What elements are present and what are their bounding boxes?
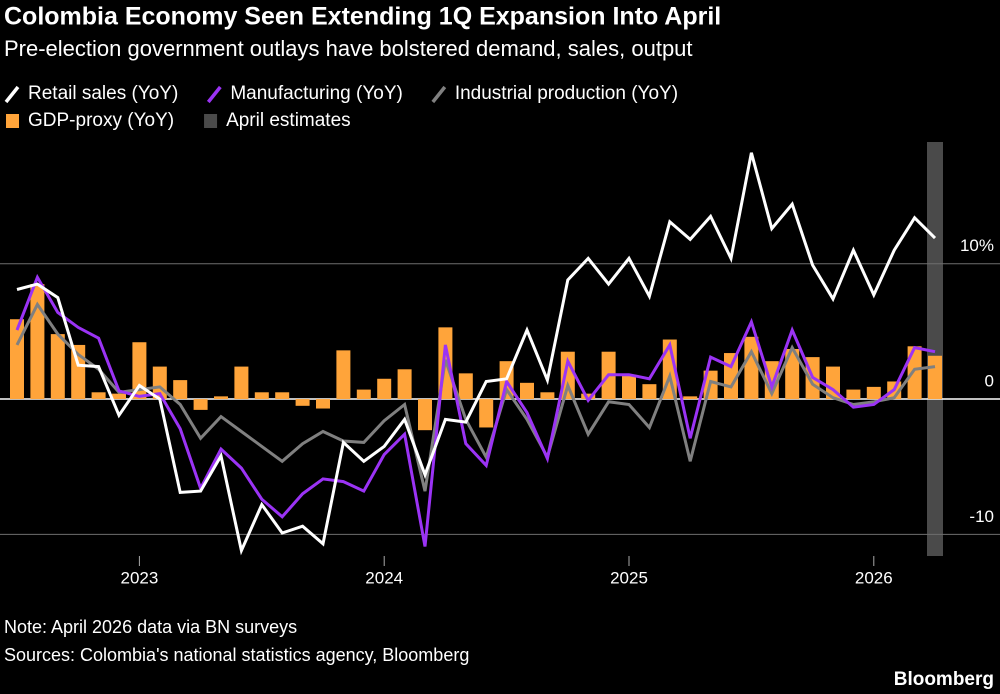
source: Sources: Colombia's national statistics …: [4, 645, 469, 665]
bar: [336, 350, 351, 400]
bar: [683, 396, 698, 400]
bar: [356, 389, 371, 400]
bar: [785, 349, 800, 400]
y-tick-label: 10%: [960, 236, 994, 255]
legend-label: Retail sales (YoY): [28, 83, 178, 104]
bar: [560, 351, 575, 400]
bar: [295, 399, 310, 406]
x-tick-label: 2024: [365, 568, 403, 587]
bar: [10, 319, 24, 400]
bar: [91, 392, 106, 400]
bar: [581, 393, 596, 400]
line: [15, 301, 936, 492]
brand: Bloomberg: [894, 669, 994, 690]
chart-title: Colombia Economy Seen Extending 1Q Expan…: [4, 3, 721, 31]
bar: [928, 355, 942, 400]
bar: [907, 346, 922, 400]
bar: [458, 373, 473, 400]
bar: [173, 380, 188, 400]
bar: [50, 334, 65, 400]
legend-label: Industrial production (YoY): [455, 83, 678, 104]
bar: [132, 342, 147, 400]
bar: [234, 366, 249, 400]
line: [16, 152, 937, 556]
legend-swatch: [206, 85, 222, 104]
estimate-band: [927, 142, 943, 556]
bar: [397, 369, 412, 400]
bar: [622, 374, 636, 400]
line: [15, 273, 936, 547]
bar: [846, 389, 861, 400]
legend-swatch: [431, 85, 447, 104]
bar: [254, 392, 269, 400]
legend-label: GDP-proxy (YoY): [28, 110, 174, 131]
bar: [30, 284, 45, 400]
x-tick-label: 2026: [855, 568, 893, 587]
bar: [520, 382, 534, 400]
bar: [418, 399, 432, 431]
bar: [275, 392, 290, 400]
bar: [744, 336, 759, 400]
legend-swatch: [6, 114, 19, 128]
y-tick-label: 0: [985, 372, 994, 391]
y-tick-label: -10: [969, 507, 994, 526]
bar: [193, 399, 208, 410]
bar: [866, 386, 881, 400]
note: Note: April 2026 data via BN surveys: [4, 617, 297, 637]
bar: [316, 399, 330, 409]
legend-label: April estimates: [226, 110, 351, 131]
bar: [642, 384, 657, 400]
legend-label: Manufacturing (YoY): [230, 83, 403, 104]
bar: [540, 392, 555, 400]
legend-swatch: [204, 114, 218, 128]
bar: [112, 393, 126, 400]
chart-subtitle: Pre-election government outlays have bol…: [4, 36, 693, 61]
x-tick-label: 2023: [120, 568, 158, 587]
legend-swatch: [4, 85, 20, 104]
x-tick-label: 2025: [610, 568, 648, 587]
bar: [479, 399, 494, 428]
bar: [214, 396, 228, 400]
bar: [377, 378, 392, 400]
